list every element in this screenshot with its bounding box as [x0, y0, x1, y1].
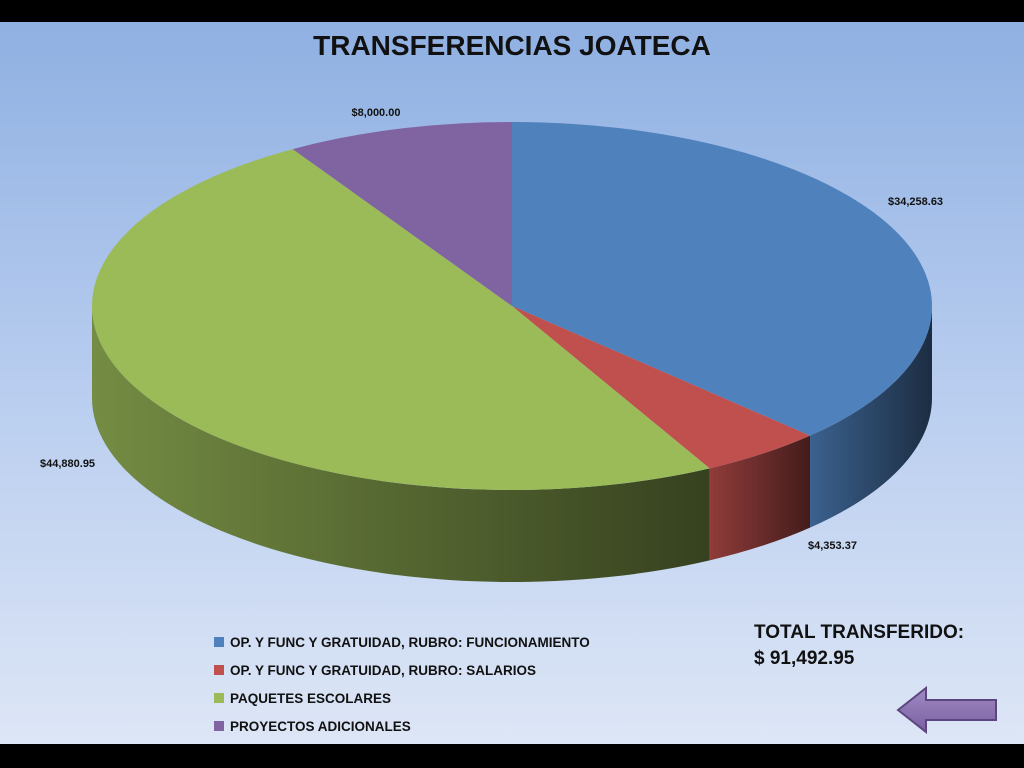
back-button[interactable]	[896, 686, 1000, 734]
chart-title: TRANSFERENCIAS JOATECA	[313, 30, 711, 61]
legend: OP. Y FUNC Y GRATUIDAD, RUBRO: FUNCIONAM…	[214, 628, 590, 740]
pie-chart: $34,258.63 $4,353.37 $44,880.95 $8,000.00	[40, 107, 943, 582]
legend-swatch	[214, 665, 224, 675]
data-label: $4,353.37	[808, 540, 857, 552]
total-block: TOTAL TRANSFERIDO: $ 91,492.95	[754, 620, 964, 672]
data-label: $34,258.63	[888, 196, 943, 208]
pie-slice	[91, 149, 710, 491]
pie-slice	[512, 122, 932, 436]
legend-swatch	[214, 637, 224, 647]
slide: TRANSFERENCIAS JOATECA $34,258.63 $4,353.…	[0, 22, 1024, 744]
legend-item: PAQUETES ESCOLARES	[214, 684, 590, 712]
total-value: $ 91,492.95	[754, 648, 855, 669]
data-label: $44,880.95	[40, 458, 95, 470]
pie-slice-side	[709, 435, 811, 561]
legend-swatch	[214, 721, 224, 731]
arrow-left-icon	[896, 686, 997, 734]
legend-label: PAQUETES ESCOLARES	[230, 690, 392, 706]
total-label: TOTAL TRANSFERIDO:	[754, 622, 965, 643]
legend-item: OP. Y FUNC Y GRATUIDAD, RUBRO: FUNCIONAM…	[214, 628, 590, 656]
legend-label: OP. Y FUNC Y GRATUIDAD, RUBRO: FUNCIONAM…	[230, 634, 590, 650]
pie-slice	[292, 122, 512, 306]
legend-label: OP. Y FUNC Y GRATUIDAD, RUBRO: SALARIOS	[230, 662, 537, 678]
legend-swatch	[214, 693, 224, 703]
legend-item: OP. Y FUNC Y GRATUIDAD, RUBRO: SALARIOS	[214, 656, 590, 684]
data-label: $8,000.00	[352, 107, 401, 119]
pie-slice-side	[92, 306, 710, 582]
pie-slice-side	[810, 306, 932, 528]
legend-item: PROYECTOS ADICIONALES	[214, 712, 590, 740]
pie-slice	[512, 306, 811, 469]
legend-label: PROYECTOS ADICIONALES	[230, 718, 411, 734]
